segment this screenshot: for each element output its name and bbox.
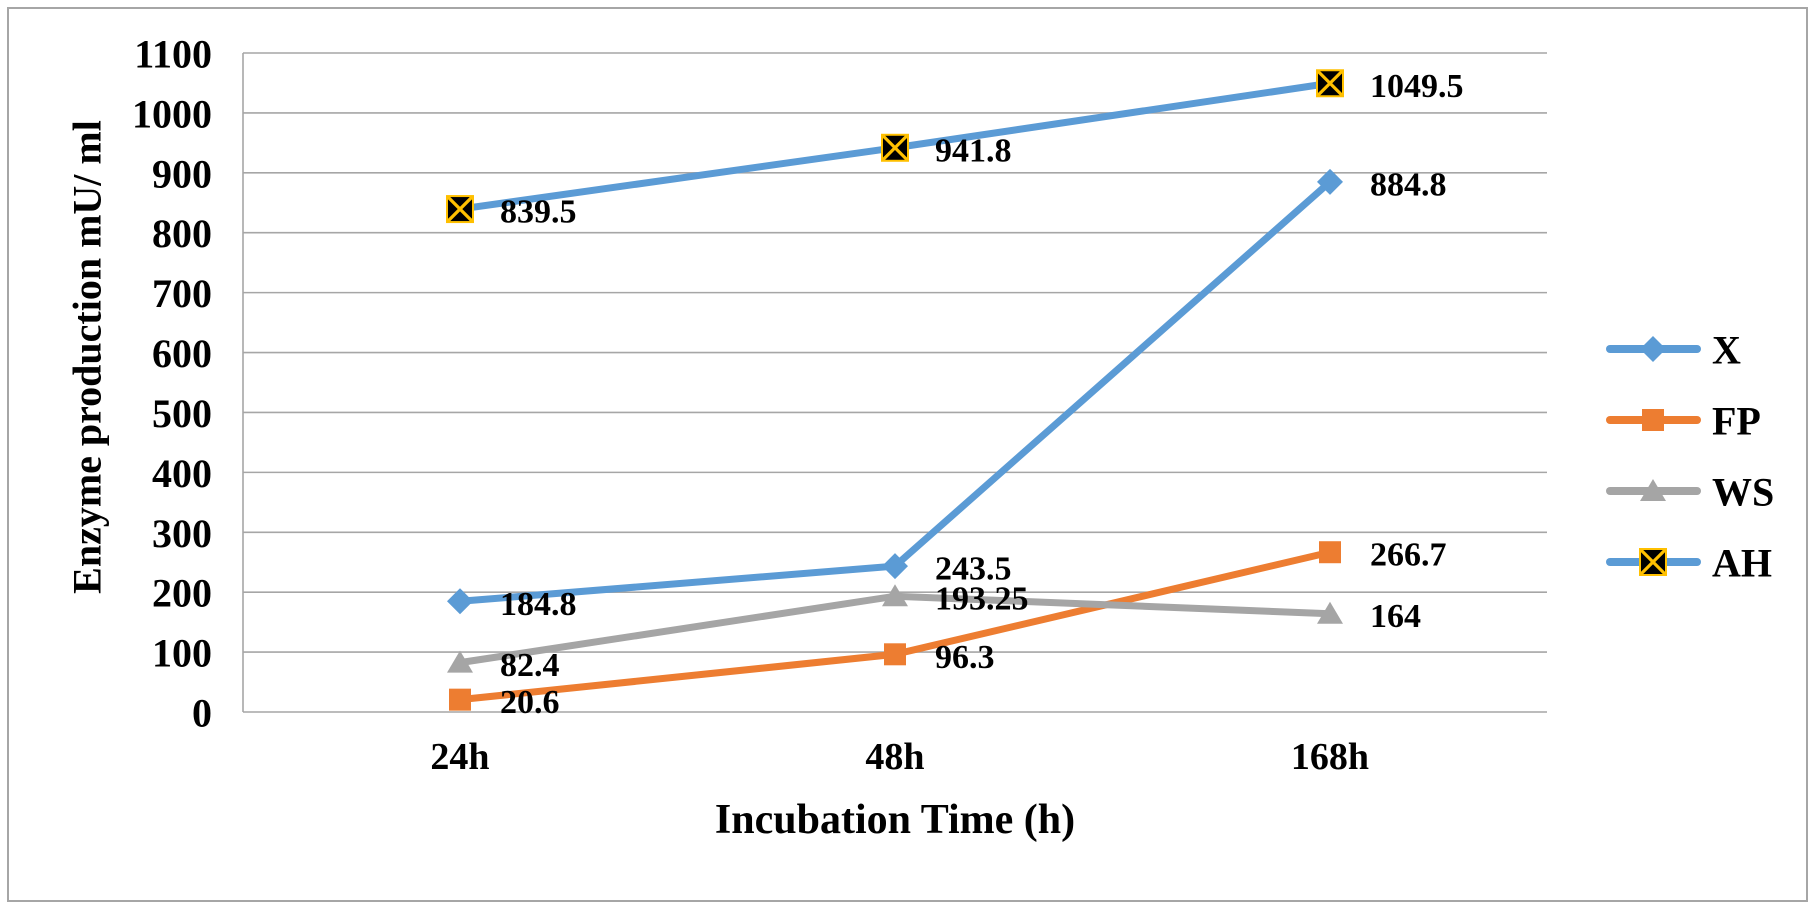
data-label-X-168h: 884.8	[1370, 166, 1447, 203]
chart-border	[7, 7, 1808, 902]
data-label-FP-168h: 266.7	[1370, 537, 1447, 574]
y-tick-label: 200	[152, 571, 212, 616]
data-label-X-24h: 184.8	[500, 586, 577, 623]
series-marker-AH-24h-x-stroke	[446, 195, 474, 223]
y-tick-label: 400	[152, 451, 212, 496]
series-marker-AH-48h-x-stroke	[881, 134, 909, 161]
legend-label-WS: WS	[1712, 470, 1774, 515]
y-tick-label: 0	[192, 691, 212, 736]
y-tick-label: 600	[152, 331, 212, 376]
legend-label-AH: AH	[1712, 541, 1772, 586]
series-marker-FP-168h	[1319, 541, 1341, 564]
series-marker-X-168h	[1317, 168, 1343, 195]
series-marker-X-48h	[882, 553, 908, 580]
legend-label-X: X	[1712, 328, 1741, 373]
series-marker-WS-24h	[447, 650, 473, 673]
series-marker-FP-48h	[884, 643, 906, 666]
series-marker-X-24h	[447, 588, 473, 615]
y-tick-label: 100	[152, 631, 212, 676]
series-marker-AH-168h-x-stroke	[1316, 70, 1344, 97]
y-tick-label: 300	[152, 511, 212, 556]
series-line-X	[456, 178, 1334, 605]
series-marker-WS-48h	[882, 584, 908, 607]
legend-label-FP: FP	[1712, 399, 1761, 444]
series-marker-WS-168h	[1317, 601, 1343, 624]
data-label-WS-168h: 164	[1370, 598, 1421, 635]
y-axis-title: Enzyme production mU/ ml	[65, 120, 110, 594]
y-tick-label: 700	[152, 271, 212, 316]
x-tick-label: 24h	[430, 736, 489, 778]
y-tick-label: 1000	[132, 91, 212, 136]
data-label-AH-48h: 941.8	[935, 132, 1012, 169]
x-axis-title: Incubation Time (h)	[715, 797, 1075, 843]
legend-marker-FP	[1642, 409, 1664, 431]
legend-marker-X	[1640, 336, 1666, 362]
legend-marker-WS	[1640, 479, 1666, 501]
legend-marker-AH-x-stroke	[1639, 548, 1667, 576]
data-label-X-48h: 243.5	[935, 551, 1012, 588]
y-tick-label: 800	[152, 211, 212, 256]
data-label-FP-24h: 20.6	[500, 684, 560, 721]
data-label-FP-48h: 96.3	[935, 639, 995, 676]
y-tick-label: 500	[152, 391, 212, 436]
data-label-WS-24h: 82.4	[500, 647, 560, 684]
x-tick-label: 168h	[1291, 736, 1369, 778]
y-tick-label: 900	[152, 151, 212, 196]
data-label-AH-168h: 1049.5	[1370, 68, 1464, 105]
x-tick-label: 48h	[865, 736, 924, 778]
data-label-AH-24h: 839.5	[500, 194, 577, 231]
y-tick-label: 1100	[134, 32, 212, 77]
series-marker-FP-24h	[449, 688, 471, 711]
data-label-WS-48h: 193.25	[935, 581, 1029, 618]
